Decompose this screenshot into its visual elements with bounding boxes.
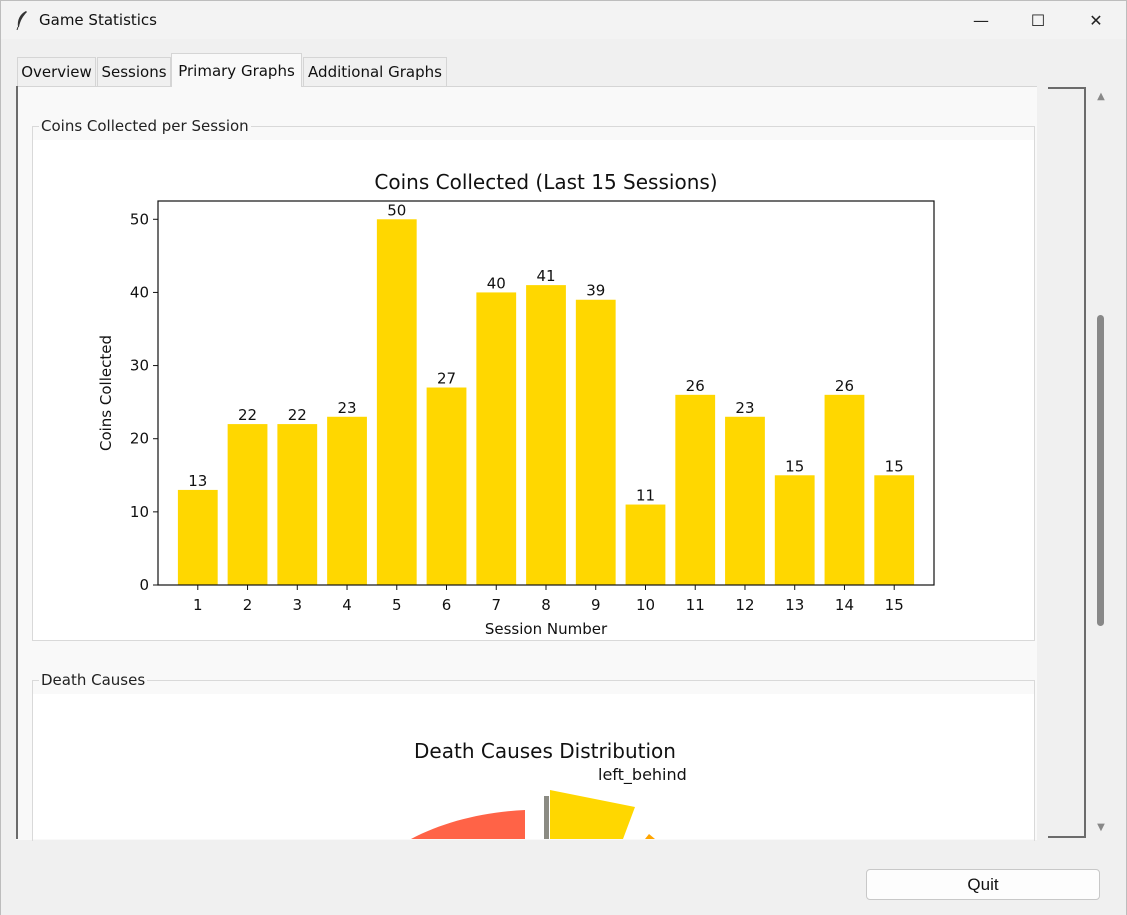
x-tick-label-11: 11 [686,596,705,614]
bar-value-label-4: 23 [337,399,356,417]
pie-title: Death Causes Distribution [414,739,676,763]
x-tick-label-9: 9 [591,596,601,614]
y-tick-label-40: 40 [130,283,149,301]
death-section-label: Death Causes [39,671,148,689]
scrollbar-thumb[interactable] [1097,315,1104,626]
bar-value-label-13: 15 [785,457,804,475]
canvas-right-bracket [1048,87,1086,838]
y-tick-label-20: 20 [130,430,149,448]
tab-overview[interactable]: Overview [17,57,96,86]
y-tick-label-0: 0 [139,576,149,594]
scroll-down-icon[interactable]: ▼ [1097,822,1105,833]
bar-10 [625,504,666,585]
maximize-icon: ☐ [1030,10,1046,30]
pie-slice-red [411,810,525,839]
y-tick-label-30: 30 [130,357,149,375]
minimize-button[interactable]: — [952,1,1010,39]
bar-value-label-12: 23 [735,399,754,417]
bar-2 [227,424,268,585]
x-tick-label-10: 10 [636,596,655,614]
bar-4 [327,416,367,585]
tab-additional-graphs[interactable]: Additional Graphs [303,57,447,86]
bar-1 [177,489,218,585]
canvas-left-border [16,86,18,839]
bar-value-label-5: 50 [387,201,406,219]
x-tick-label-13: 13 [785,596,804,614]
y-axis-label: Coins Collected [97,335,115,451]
x-tick-label-6: 6 [442,596,452,614]
bar-15 [874,475,915,585]
bar-value-label-15: 15 [885,457,904,475]
coins-section-label: Coins Collected per Session [39,117,251,135]
bar-value-label-3: 22 [288,406,307,424]
bar-value-label-11: 26 [686,377,705,395]
coins-bar-chart: Coins Collected (Last 15 Sessions)131222… [97,170,935,638]
bar-5 [376,219,417,585]
bar-14 [824,394,865,585]
tab-primary-graphs[interactable]: Primary Graphs [171,53,302,87]
bar-7 [476,292,517,585]
bar-value-label-9: 39 [586,282,605,300]
bar-value-label-6: 27 [437,370,456,388]
x-tick-label-2: 2 [243,596,253,614]
minimize-icon: — [973,10,989,30]
pie-label-left-behind: left_behind [598,765,687,785]
quit-button[interactable]: Quit [866,869,1100,900]
coins-section-frame [32,126,1035,641]
window-title: Game Statistics [39,11,157,29]
y-tick-label-10: 10 [130,503,149,521]
bar-11 [675,394,716,585]
vertical-scrollbar[interactable]: ▲ ▼ [1091,86,1111,839]
coins-chart-canvas: Coins Collected (Last 15 Sessions) 13 1 22 2… [33,140,1034,640]
x-tick-label-7: 7 [491,596,501,614]
feather-icon [16,11,27,30]
plot-frame [157,200,935,586]
close-button[interactable]: ✕ [1067,1,1125,39]
death-chart-canvas: Death Causes Distribution left_behind [33,694,1034,839]
bar-3 [277,424,318,585]
bar-value-label-1: 13 [188,472,207,490]
bar-value-label-2: 22 [238,406,257,424]
maximize-button[interactable]: ☐ [1009,1,1067,39]
x-tick-label-14: 14 [835,596,854,614]
bar-value-label-8: 41 [536,267,555,285]
close-icon: ✕ [1089,10,1103,30]
pie-slice-orange [645,834,655,839]
x-tick-label-5: 5 [392,596,402,614]
tab-sessions[interactable]: Sessions [97,57,171,86]
title-bar: Game Statistics — ☐ ✕ [1,1,1126,39]
bar-9 [575,299,616,585]
y-tick-label-50: 50 [130,210,149,228]
bar-13 [774,475,815,585]
scroll-up-icon[interactable]: ▲ [1097,91,1105,102]
x-tick-label-4: 4 [342,596,352,614]
bar-6 [426,387,467,585]
bar-value-label-7: 40 [487,274,506,292]
x-tick-label-1: 1 [193,596,203,614]
x-tick-label-3: 3 [293,596,303,614]
pie-slice-left-behind [550,790,635,839]
bar-value-label-10: 11 [636,487,655,505]
x-tick-label-12: 12 [735,596,754,614]
bar-12 [725,416,765,585]
x-tick-label-8: 8 [541,596,551,614]
x-axis-label: Session Number [485,620,608,638]
chart-title: Coins Collected (Last 15 Sessions) [374,170,717,194]
bar-8 [526,285,566,585]
x-tick-label-15: 15 [885,596,904,614]
pie-slice-gray [544,796,549,839]
bar-value-label-14: 26 [835,377,854,395]
